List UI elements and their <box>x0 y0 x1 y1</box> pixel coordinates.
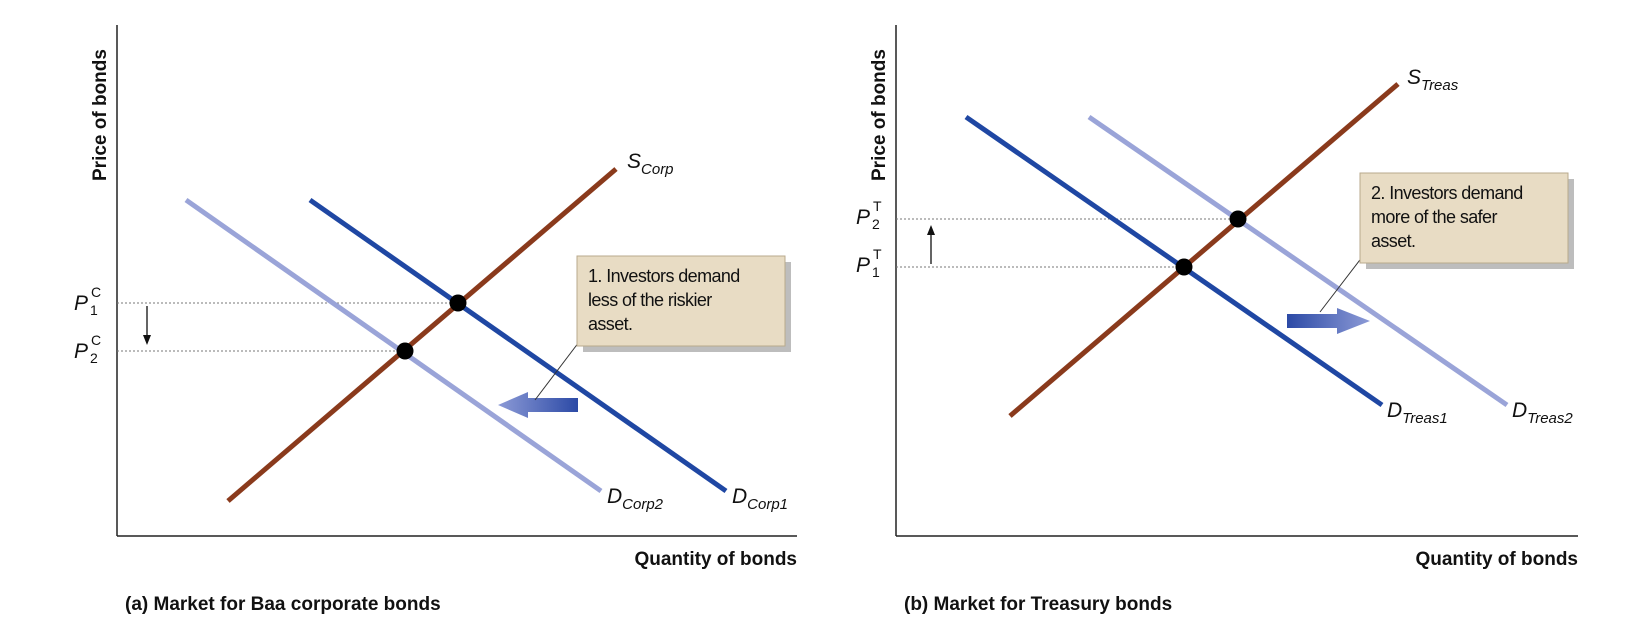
panel-b-price1-label: P <box>856 254 870 277</box>
panel-b-demand1-label: DTreas1 <box>1387 399 1448 427</box>
panel-a-note-box: 1. Investors demand less of the riskier … <box>576 255 791 352</box>
panel-b-demand-original-curve <box>964 114 1384 408</box>
panel-a-equilibrium-1 <box>449 294 467 312</box>
panel-b-note-line-3: asset. <box>1371 231 1415 251</box>
panel-a-demand-shifted-curve <box>184 197 603 494</box>
panel-a-price-fall-arrow <box>143 306 151 345</box>
panel-b-price2-sup: T <box>873 198 882 214</box>
panel-a-demand2-label: DCorp2 <box>607 485 664 513</box>
panel-a: Price of bonds Quantity of bonds P 1 C P… <box>74 25 797 615</box>
panel-a-demand-shift-arrow <box>498 392 578 418</box>
panel-b-price-rise-arrow <box>927 225 935 264</box>
panel-a-note-line-2: less of the riskier <box>588 290 712 310</box>
panel-a-price2-sub: 2 <box>90 350 98 366</box>
panel-a-price1-sup: C <box>91 284 101 300</box>
panel-a-supply-label: SCorp <box>627 150 674 178</box>
panel-a-x-axis-label: Quantity of bonds <box>634 549 797 570</box>
panel-b-note-line-1: 2. Investors demand <box>1371 183 1523 203</box>
panel-a-note-line-3: asset. <box>588 314 632 334</box>
panel-b-note-line-2: more of the safer <box>1371 207 1497 227</box>
panel-a-supply-curve <box>226 167 618 503</box>
panel-a-price2-sup: C <box>91 332 101 348</box>
panel-b-price1-sub: 1 <box>872 264 880 280</box>
panel-a-callout-leader <box>534 337 583 401</box>
panel-b-x-axis-label: Quantity of bonds <box>1415 549 1578 570</box>
panel-a-demand-original-curve <box>308 197 728 494</box>
panel-b-demand-shifted-curve <box>1087 114 1509 408</box>
panel-a-note-line-1: 1. Investors demand <box>588 266 740 286</box>
panel-b-price2-sub: 2 <box>872 216 880 232</box>
panel-b-price2-label: P <box>856 206 870 229</box>
panel-b-y-axis-label: Price of bonds <box>869 49 890 181</box>
panel-b-demand-shift-arrow <box>1287 308 1370 334</box>
panel-b-callout-leader <box>1319 251 1367 313</box>
panel-a-equilibrium-2 <box>396 342 414 360</box>
panel-b-supply-curve <box>1008 82 1400 418</box>
panel-b-supply-label: STreas <box>1407 66 1459 94</box>
panel-b: Price of bonds Quantity of bonds P 2 T P… <box>856 25 1578 615</box>
panel-b-note-box: 2. Investors demand more of the safer as… <box>1359 172 1574 269</box>
panel-b-equilibrium-2 <box>1229 210 1247 228</box>
panel-b-demand2-label: DTreas2 <box>1512 399 1573 427</box>
panel-a-caption: (a) Market for Baa corporate bonds <box>125 594 441 615</box>
panel-a-price2-label: P <box>74 340 88 363</box>
panel-a-y-axis-label: Price of bonds <box>90 49 111 181</box>
panel-a-price1-sub: 1 <box>90 302 98 318</box>
panel-b-price1-sup: T <box>873 246 882 262</box>
panel-b-caption: (b) Market for Treasury bonds <box>904 594 1172 615</box>
panel-a-price1-label: P <box>74 292 88 315</box>
panel-b-equilibrium-1 <box>1175 258 1193 276</box>
panel-a-demand1-label: DCorp1 <box>732 485 788 513</box>
